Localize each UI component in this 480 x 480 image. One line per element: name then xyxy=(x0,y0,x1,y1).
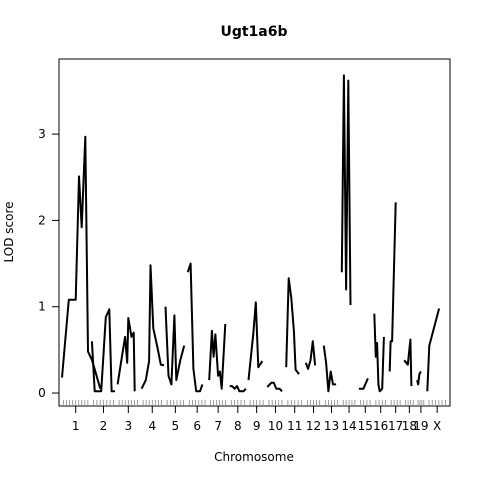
x-tick-label: 10 xyxy=(268,419,283,433)
y-axis-label: LOD score xyxy=(2,201,16,262)
x-tick-label: 8 xyxy=(234,419,242,433)
y-tick-label: 2 xyxy=(38,213,46,227)
x-tick-label: 4 xyxy=(148,419,156,433)
y-tick-label: 1 xyxy=(38,300,46,314)
x-tick-label: 1 xyxy=(72,419,80,433)
y-axis: 0 1 2 3 xyxy=(38,127,59,400)
x-tick-label: 17 xyxy=(388,419,403,433)
marker-rug xyxy=(63,400,446,406)
x-tick-label: 5 xyxy=(172,419,180,433)
x-tick-label: 16 xyxy=(373,419,388,433)
x-tick-label: 11 xyxy=(287,419,302,433)
x-tick-label: 3 xyxy=(124,419,132,433)
x-tick-label: 6 xyxy=(193,419,201,433)
lod-line-chr-19 xyxy=(416,371,422,386)
lod-line-chr-X xyxy=(426,308,441,392)
lod-line-chr-6 xyxy=(186,262,204,393)
lod-line-chr-12 xyxy=(304,340,317,370)
lod-line-chr-17 xyxy=(388,202,397,372)
lod-line-chr-13 xyxy=(322,345,337,393)
lod-line-chr-7 xyxy=(208,323,227,390)
lod-line-chr-1 xyxy=(61,135,102,389)
x-tick-label: 7 xyxy=(214,419,222,433)
lod-line-chr-18 xyxy=(403,338,413,387)
x-tick-label: 13 xyxy=(324,419,339,433)
x-tick-label: 2 xyxy=(100,419,108,433)
x-tick-label: 9 xyxy=(253,419,261,433)
x-tick-label: 15 xyxy=(358,419,373,433)
y-tick-label: 3 xyxy=(38,127,46,141)
lod-line-chr-11 xyxy=(285,277,300,375)
lod-line-chr-8 xyxy=(229,385,247,393)
lod-line-chr-10 xyxy=(266,381,283,392)
lod-curves xyxy=(61,74,441,393)
plot-frame xyxy=(58,58,451,407)
lod-line-chr-4 xyxy=(140,264,165,390)
x-axis-label: Chromosome xyxy=(214,450,294,464)
y-tick-label: 0 xyxy=(38,386,46,400)
chart-title: Ugt1a6b xyxy=(220,24,287,40)
x-tick-label: 14 xyxy=(341,419,356,433)
x-tick-label: 18 xyxy=(402,419,417,433)
x-tick-label: 19 xyxy=(413,419,428,433)
x-tick-label: X xyxy=(433,419,441,433)
lod-line-chr-3 xyxy=(116,317,136,392)
lod-line-chr-14 xyxy=(340,74,352,306)
lod-line-chr-9 xyxy=(247,301,264,381)
lod-line-chr-2 xyxy=(90,308,115,393)
lod-line-chr-15 xyxy=(358,377,369,390)
lod-line-chr-5 xyxy=(164,306,186,386)
x-tick-label: 12 xyxy=(306,419,321,433)
lod-line-chr-16 xyxy=(373,313,385,393)
